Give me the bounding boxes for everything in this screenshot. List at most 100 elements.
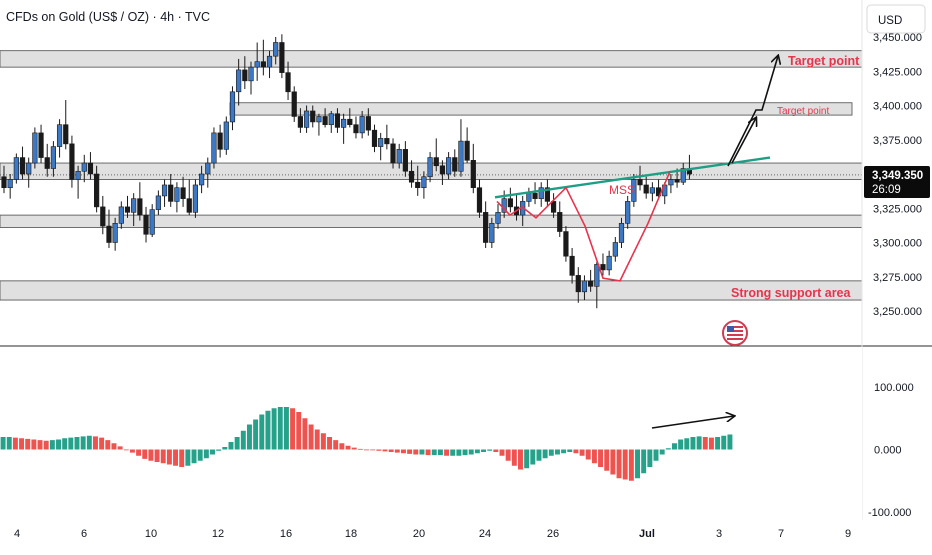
projection-arrow-lower[interactable] [731, 118, 756, 164]
candle[interactable] [470, 143, 476, 194]
candle[interactable] [594, 261, 600, 309]
candle[interactable] [112, 217, 118, 251]
zone-2[interactable] [229, 102, 853, 116]
candle[interactable] [476, 179, 483, 218]
candle[interactable] [56, 119, 63, 158]
projection-arrow[interactable] [727, 56, 778, 167]
candle[interactable] [131, 193, 137, 227]
candle[interactable] [13, 153, 19, 184]
candle[interactable] [600, 253, 606, 276]
candle[interactable] [7, 174, 13, 199]
candle[interactable] [439, 160, 446, 185]
candle[interactable] [242, 56, 248, 90]
candle[interactable] [174, 182, 180, 213]
candle[interactable] [94, 165, 100, 213]
candle[interactable] [415, 165, 421, 196]
zone-4[interactable] [0, 214, 863, 228]
candle[interactable] [199, 165, 205, 194]
candle[interactable] [328, 110, 334, 133]
candle[interactable] [507, 187, 513, 213]
candle[interactable] [149, 204, 155, 238]
candle[interactable] [180, 176, 186, 207]
candle[interactable] [161, 179, 168, 207]
candle[interactable] [563, 226, 569, 262]
candle[interactable] [427, 152, 433, 183]
candle[interactable] [38, 124, 44, 164]
neckline-trendline[interactable] [494, 156, 771, 199]
candle[interactable] [365, 108, 371, 136]
candle[interactable] [26, 157, 32, 188]
momentum-arrow[interactable] [651, 416, 734, 429]
candle[interactable] [483, 201, 489, 248]
candle[interactable] [396, 143, 402, 169]
candle[interactable] [452, 149, 458, 177]
candle[interactable] [353, 116, 359, 139]
candle[interactable] [575, 267, 581, 303]
candle[interactable] [384, 124, 390, 150]
time-axis[interactable]: 4 6 10 12 16 18 20 24 26 Jul 3 7 9 [14, 528, 851, 540]
candle[interactable] [408, 160, 415, 188]
candle[interactable] [137, 182, 143, 221]
us-flag-icon[interactable] [722, 320, 748, 346]
candle[interactable] [50, 141, 56, 177]
candle[interactable] [606, 250, 612, 276]
candle[interactable] [544, 179, 550, 207]
candle[interactable] [637, 165, 643, 191]
candle[interactable] [81, 154, 87, 183]
candle[interactable] [87, 152, 94, 180]
candle[interactable] [588, 269, 594, 292]
candle[interactable] [421, 171, 427, 199]
oscillator-pane[interactable] [0, 347, 862, 520]
candle[interactable] [680, 163, 686, 185]
candle[interactable] [581, 275, 588, 301]
candle[interactable] [557, 201, 563, 238]
zone-1[interactable] [0, 50, 863, 68]
candle[interactable] [44, 143, 50, 177]
candle[interactable] [118, 201, 124, 229]
candle[interactable] [32, 127, 38, 169]
candle[interactable] [192, 179, 199, 218]
candle[interactable] [550, 193, 557, 218]
candle[interactable] [236, 58, 242, 106]
candle[interactable] [433, 138, 439, 172]
candle[interactable] [285, 61, 291, 101]
candle[interactable] [229, 86, 236, 131]
candle[interactable] [266, 50, 273, 79]
candle[interactable] [1, 165, 7, 194]
mss-zigzag[interactable] [496, 170, 671, 282]
candle[interactable] [402, 141, 408, 177]
candle[interactable] [19, 146, 26, 180]
candle[interactable] [279, 34, 285, 79]
candle[interactable] [489, 217, 495, 248]
candle[interactable] [569, 247, 575, 284]
candle[interactable] [612, 237, 618, 262]
candle[interactable] [649, 182, 655, 202]
candle[interactable] [532, 182, 538, 205]
candle[interactable] [371, 124, 378, 153]
candle[interactable] [310, 105, 316, 128]
candle[interactable] [106, 209, 112, 248]
candle[interactable] [643, 176, 649, 199]
candle[interactable] [538, 182, 544, 207]
price-axis[interactable]: 3,450.000 3,425.000 3,400.000 3,375.000 3,32… [873, 32, 922, 318]
candle[interactable] [75, 165, 81, 199]
candle[interactable] [341, 113, 347, 144]
candle[interactable] [168, 174, 174, 207]
candle[interactable] [445, 152, 452, 180]
candle[interactable] [124, 195, 131, 218]
candle[interactable] [464, 127, 470, 164]
candle[interactable] [155, 190, 161, 216]
candle[interactable] [254, 42, 260, 81]
candle[interactable] [143, 206, 149, 243]
candle[interactable] [69, 135, 75, 188]
candle[interactable] [291, 86, 297, 122]
candle[interactable] [390, 138, 396, 169]
candle[interactable] [618, 217, 625, 248]
candle[interactable] [217, 124, 223, 158]
candle[interactable] [334, 108, 341, 133]
candle[interactable] [378, 132, 384, 161]
candle[interactable] [223, 116, 229, 155]
candle[interactable] [205, 157, 211, 188]
candle[interactable] [297, 108, 304, 133]
